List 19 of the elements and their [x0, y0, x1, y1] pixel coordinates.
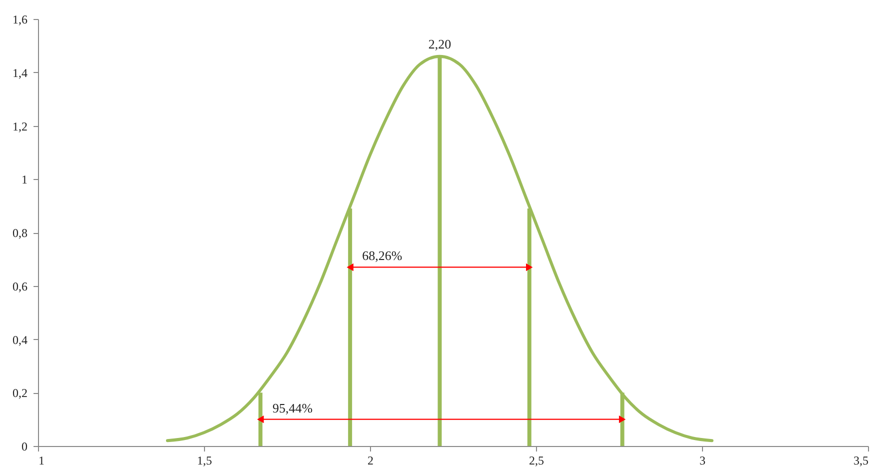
y-tick-label: 1,4 [12, 66, 28, 80]
y-tick-label: 1,2 [12, 119, 28, 134]
x-tick-label: 3 [700, 454, 706, 468]
y-tick-label: 1 [22, 172, 28, 187]
x-tick-label: 1,5 [197, 454, 212, 468]
y-tick-label: 0,6 [12, 279, 28, 294]
y-tick-label: 1,6 [12, 12, 28, 26]
y-tick-label: 0,2 [12, 386, 28, 400]
x-tick-label: 2 [368, 454, 374, 468]
series-label: 68,26% [362, 248, 402, 264]
y-tick-label: 0 [22, 440, 28, 454]
annotation: 2,20 [428, 36, 452, 52]
y-tick-label: 0,8 [12, 226, 28, 240]
x-tick-label: 2,5 [529, 454, 544, 468]
line-series [166, 54, 714, 442]
y-tick-label: 0,4 [12, 332, 28, 347]
x-tick-label: 1 [38, 454, 44, 468]
series-label: 95,44% [272, 400, 313, 416]
x-tick-label: 3,5 [854, 454, 868, 468]
